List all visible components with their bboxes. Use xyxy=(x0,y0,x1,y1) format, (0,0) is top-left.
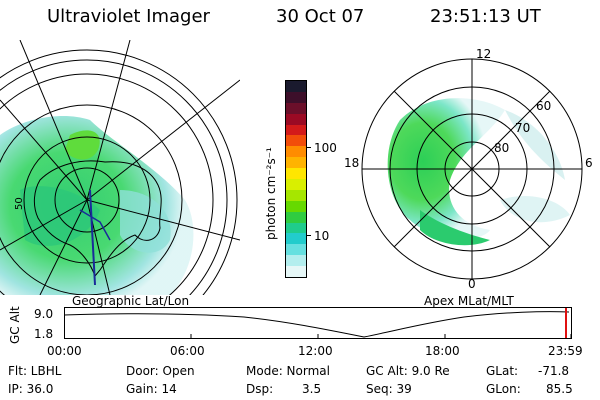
colorbar-swatch xyxy=(286,266,306,277)
mlt-6-label: 6 xyxy=(585,156,593,170)
colorbar xyxy=(285,80,307,278)
info-gc-alt: GC Alt: 9.0 Re xyxy=(366,364,450,378)
xtick-0600: 06:00 xyxy=(170,344,205,358)
altitude-timeline xyxy=(64,307,572,339)
mlt-0-label: 0 xyxy=(468,277,476,291)
xtick-1800: 18:00 xyxy=(425,344,460,358)
info-glon-label: GLon: xyxy=(486,382,521,396)
xtick-2359: 23:59 xyxy=(548,344,583,358)
info-door: Door: Open xyxy=(126,364,195,378)
colorbar-swatch xyxy=(286,113,306,125)
colorbar-swatch xyxy=(286,81,306,92)
colorbar-swatch xyxy=(286,244,306,256)
colorbar-swatch xyxy=(286,168,306,180)
mlat-80-label: 80 xyxy=(494,141,509,155)
altitude-curve xyxy=(64,311,570,338)
info-glat-label: GLat: xyxy=(486,364,519,378)
info-seq: Seq: 39 xyxy=(366,382,412,396)
colorbar-swatch xyxy=(286,124,306,136)
colorbar-unit-label: photon cm⁻²s⁻¹ xyxy=(264,147,278,240)
info-gain: Gain: 14 xyxy=(126,382,177,396)
info-glat-value: -71.8 xyxy=(538,364,570,378)
mag-auroral-oval xyxy=(387,98,505,239)
magnetic-polar-plot: 12 18 6 0 60 70 80 xyxy=(344,47,593,291)
timeline-axis-title: GC Alt xyxy=(8,306,22,344)
info-glon-value: 85.5 xyxy=(546,382,573,396)
geo-lat-label: 50 xyxy=(14,197,25,210)
date-label: 30 Oct 07 xyxy=(276,6,365,27)
xtick-1200: 12:00 xyxy=(298,344,333,358)
geo-emission-speckle xyxy=(65,130,100,160)
geographic-map: 50 xyxy=(0,40,240,295)
mlat-60-label: 60 xyxy=(536,99,551,113)
timeline-ytick-low: 1.8 xyxy=(34,327,54,341)
info-dsp-label: Dsp: xyxy=(246,382,274,396)
info-dsp-value: 3.5 xyxy=(302,382,322,396)
geo-panel-label: Geographic Lat/Lon xyxy=(72,294,190,308)
mlat-70-label: 70 xyxy=(515,121,530,135)
info-ip: IP: 36.0 xyxy=(8,382,54,396)
colorbar-swatch xyxy=(286,179,306,190)
colorbar-swatch xyxy=(286,200,306,212)
colorbar-swatch xyxy=(286,189,306,201)
colorbar-tick-10: 10 xyxy=(314,229,330,243)
colorbar-swatch xyxy=(286,222,306,234)
instrument-title: Ultraviolet Imager xyxy=(47,6,210,27)
info-flt: Flt: LBHL xyxy=(8,364,62,378)
colorbar-swatch xyxy=(286,146,306,158)
colorbar-swatch xyxy=(286,91,306,103)
colorbar-swatch xyxy=(286,211,306,223)
colorbar-swatch xyxy=(286,157,306,169)
colorbar-swatch xyxy=(286,102,306,114)
colorbar-swatch xyxy=(286,233,306,245)
colorbar-swatch xyxy=(286,135,306,147)
mlt-18-label: 18 xyxy=(344,156,359,170)
colorbar-swatch xyxy=(286,255,306,267)
timeline-ytick-high: 9.0 xyxy=(34,307,54,321)
mag-panel-label: Apex MLat/MLT xyxy=(424,294,514,308)
info-mode: Mode: Normal xyxy=(246,364,330,378)
antarctica-coastline xyxy=(33,160,162,277)
colorbar-tick-100: 100 xyxy=(314,141,337,155)
xtick-0000: 00:00 xyxy=(47,344,82,358)
mlt-12-label: 12 xyxy=(476,47,491,61)
time-label: 23:51:13 UT xyxy=(430,6,541,27)
